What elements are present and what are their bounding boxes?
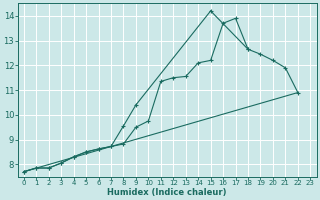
X-axis label: Humidex (Indice chaleur): Humidex (Indice chaleur) bbox=[107, 188, 227, 197]
